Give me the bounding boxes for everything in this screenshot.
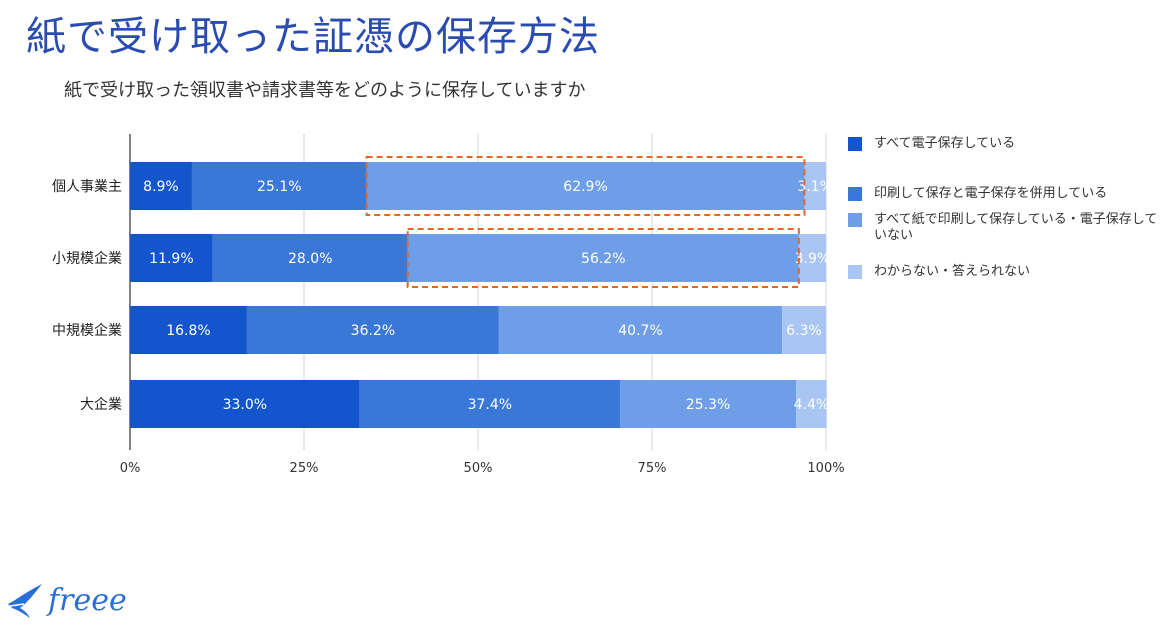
bar-segment xyxy=(619,380,797,428)
legend-label: 印刷して保存と電子保存を併用している xyxy=(874,186,1108,201)
freee-logo: freee xyxy=(6,580,127,620)
highlight-box xyxy=(406,228,800,288)
data-label: 16.8% xyxy=(166,323,210,339)
bird-logo-icon xyxy=(8,584,42,618)
legend-swatch xyxy=(848,213,862,227)
bar-segment xyxy=(130,306,247,354)
logo-wordmark: freee xyxy=(48,582,127,618)
data-label: 25.1% xyxy=(257,179,301,195)
chart-subtitle: 紙で受け取った領収書や請求書等をどのように保存していますか xyxy=(64,80,586,101)
bar-segment xyxy=(782,306,826,354)
data-label: 4.4% xyxy=(794,397,830,413)
x-tick-label: 50% xyxy=(464,461,493,476)
legend-label: わからない・答えられない xyxy=(874,264,1031,279)
bar-segment xyxy=(498,306,783,354)
x-tick-label: 75% xyxy=(638,461,667,476)
data-label: 40.7% xyxy=(618,323,662,339)
data-label: 37.4% xyxy=(468,397,512,413)
bar-segment xyxy=(212,234,408,282)
data-label: 33.0% xyxy=(223,397,267,413)
data-label: 36.2% xyxy=(351,323,395,339)
highlight-box xyxy=(365,156,806,216)
category-label: 小規模企業 xyxy=(52,250,122,267)
data-label: 62.9% xyxy=(563,179,607,195)
legend-swatch xyxy=(848,187,862,201)
data-label: 56.2% xyxy=(581,251,625,267)
data-label: 8.9% xyxy=(143,179,179,195)
x-tick-label: 0% xyxy=(120,461,141,476)
data-label: 3.1% xyxy=(797,179,833,195)
bar-segment xyxy=(407,234,799,282)
category-label: 中規模企業 xyxy=(52,322,122,339)
x-tick-label: 25% xyxy=(290,461,319,476)
legend-label: すべて電子保存している xyxy=(874,136,1016,151)
data-label: 3.9% xyxy=(795,251,831,267)
bar-segment xyxy=(366,162,805,210)
bar-segment xyxy=(359,380,620,428)
legend-item: 印刷して保存と電子保存を併用している xyxy=(848,186,1158,202)
legend-item: わからない・答えられない xyxy=(848,264,1158,280)
category-label: 個人事業主 xyxy=(52,179,122,195)
category-label: 大企業 xyxy=(80,396,122,413)
bar-segment xyxy=(798,234,826,282)
bar-segment xyxy=(191,162,367,210)
legend-item: すべて紙で印刷して保存している・電子保存していない xyxy=(848,212,1158,244)
bar-segment xyxy=(130,380,360,428)
legend-item: すべて電子保存している xyxy=(848,136,1158,152)
data-label: 25.3% xyxy=(686,397,730,413)
bar-segment xyxy=(796,380,827,428)
x-tick-label: 100% xyxy=(807,461,844,476)
data-label: 28.0% xyxy=(288,251,332,267)
bar-segment xyxy=(246,306,499,354)
bar-segment xyxy=(130,234,213,282)
bar-segment xyxy=(130,162,192,210)
page-title: 紙で受け取った証憑の保存方法 xyxy=(26,14,600,60)
legend-label: すべて紙で印刷して保存している・電子保存していない xyxy=(874,212,1158,243)
bar-segment xyxy=(804,162,826,210)
data-label: 6.3% xyxy=(786,323,822,339)
legend-swatch xyxy=(848,137,862,151)
legend-swatch xyxy=(848,265,862,279)
data-label: 11.9% xyxy=(149,251,193,267)
